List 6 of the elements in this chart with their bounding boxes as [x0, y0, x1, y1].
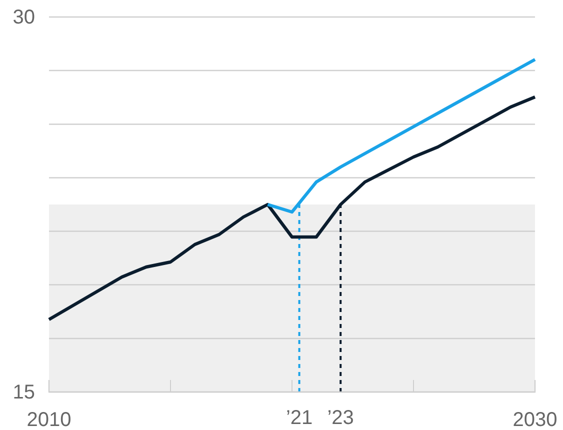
y-tick-label: 30 [12, 6, 35, 28]
ref-line-label: ’21 [286, 407, 313, 429]
x-tick-label: 2030 [512, 409, 558, 430]
ref-line-label: ’23 [327, 407, 354, 429]
y-tick-label: 15 [12, 381, 35, 404]
x-tick-label: 2010 [26, 409, 72, 430]
